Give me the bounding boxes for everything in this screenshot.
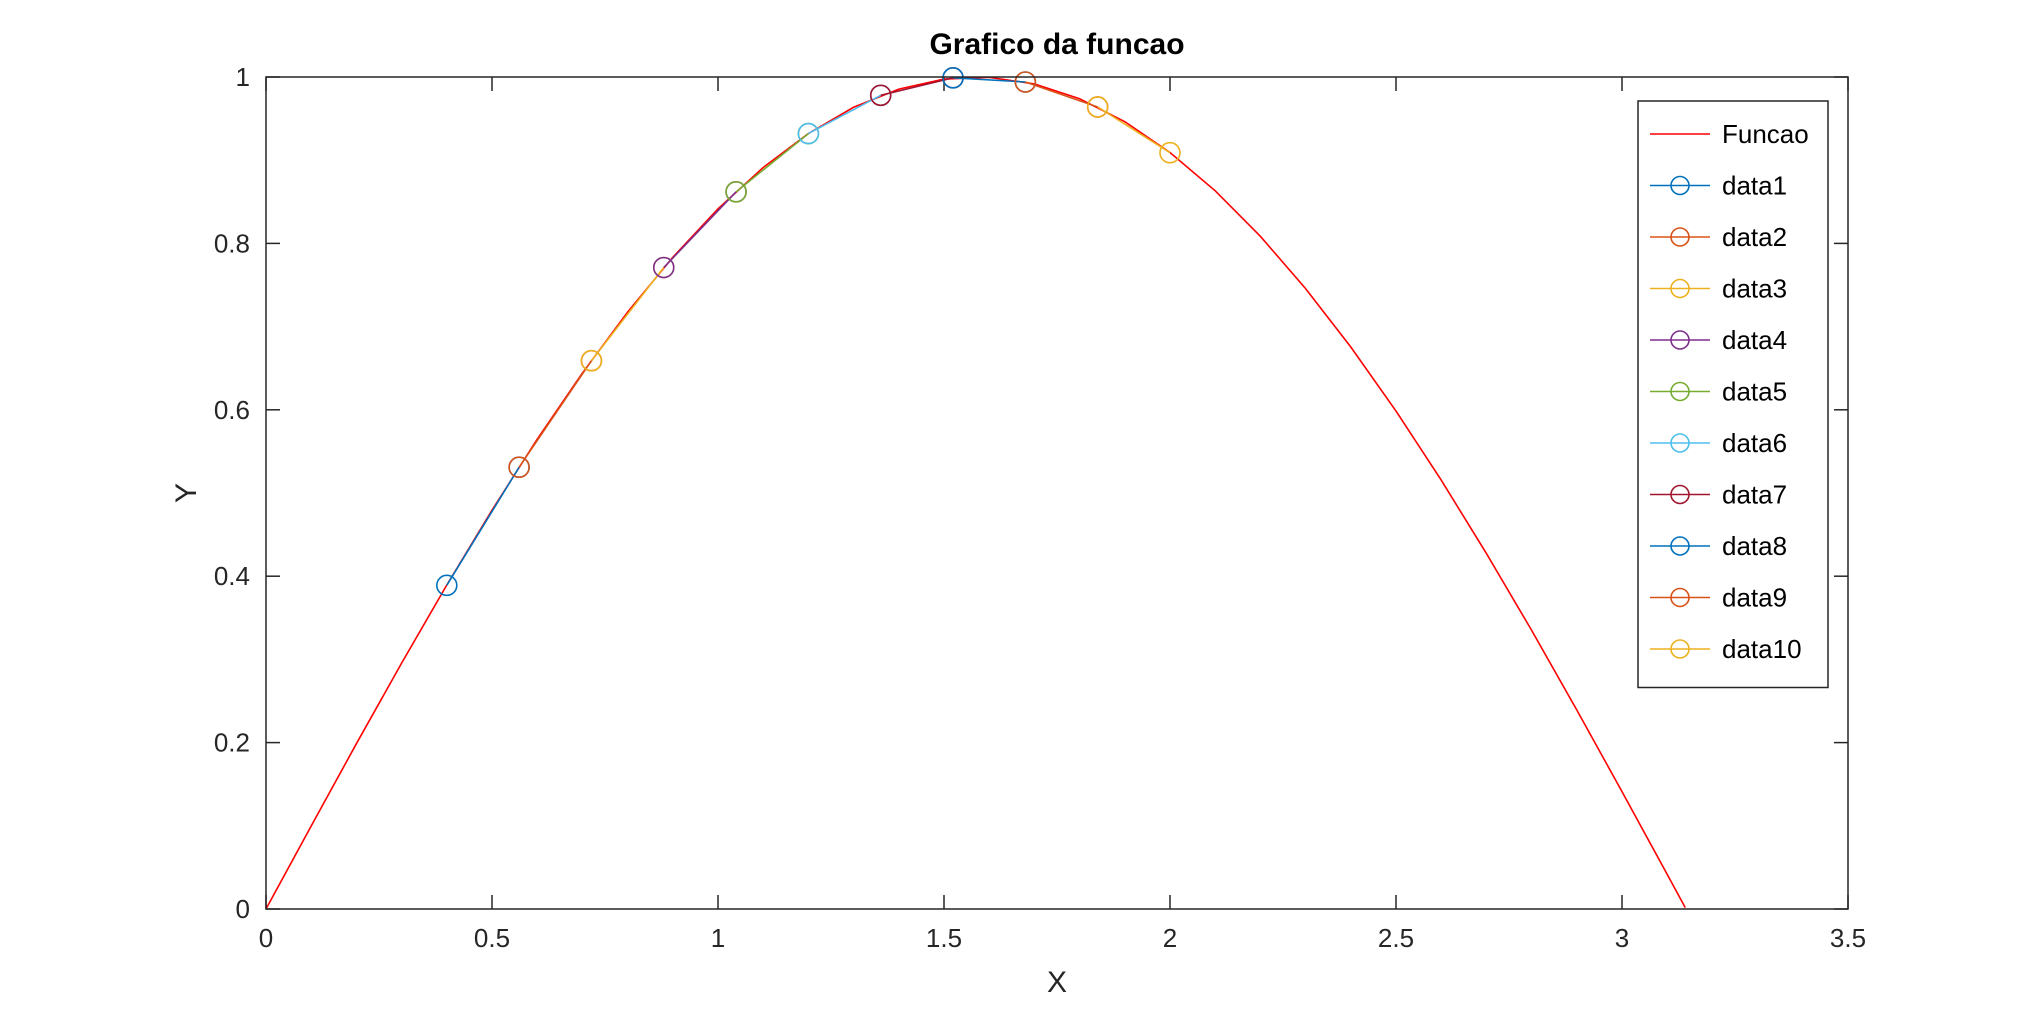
legend-label-data8: data8 [1722,531,1787,561]
series-line-data9 [1025,81,1098,108]
y-tick-label: 0.4 [214,561,250,591]
x-tick-label: 3 [1615,923,1629,953]
x-tick-label: 2 [1163,923,1177,953]
series-line-data7 [880,77,954,97]
legend-marker-data5 [1670,381,1690,402]
legend-marker-data8 [1670,536,1690,556]
plot-area [266,77,1848,909]
series-line-data1 [446,466,520,586]
data-point-data10 [1086,96,1109,118]
series-line-data6 [808,94,882,135]
legend-label-data5: data5 [1722,377,1787,407]
series-line-data10 [1097,106,1171,154]
x-tick-label: 2.5 [1378,923,1414,953]
axes-box [265,76,1849,910]
legend-label-data3: data3 [1722,274,1787,304]
y-tick-label: 0 [236,894,250,924]
data-point-data6 [797,122,820,145]
legend-marker-data4 [1670,330,1690,350]
y-tick-label: 0.6 [214,395,250,425]
series-line-data3 [590,267,665,362]
legend-marker-data6 [1670,433,1690,453]
y-tick-label: 0.8 [214,228,250,258]
y-tick-label: 0.2 [214,728,250,758]
x-tick-label: 1 [711,923,725,953]
x-tick-label: 1.5 [926,923,962,953]
legend-label-Funcao: Funcao [1722,119,1809,149]
data-point-data4 [652,256,675,279]
axis-ticks: 0 0.5 1 1.5 2 2.5 3 3.5 0 0.2 0.4 0.6 0.8 1 [214,62,1866,953]
data-point-data7 [869,84,892,107]
legend-label-data4: data4 [1722,325,1787,355]
x-axis-title: X [1047,966,1067,999]
y-tick-label: 1 [236,62,250,92]
data-point-data5 [725,181,747,203]
x-tick-label: 0 [259,923,273,953]
legend-label-data6: data6 [1722,428,1787,458]
data-point-data2 [508,456,530,479]
data-point-data1 [435,574,458,597]
data-point-data10 [1159,141,1181,164]
series-line-data8 [952,77,1026,83]
legend-label-data1: data1 [1722,171,1787,201]
y-axis-title: Y [170,483,203,503]
legend-marker-data1 [1670,175,1690,196]
legend-box [1637,100,1829,689]
series-line-data2 [518,360,593,468]
markers-group [435,67,1181,597]
x-tick-label: 3.5 [1830,923,1866,953]
series-line-data5 [735,132,809,193]
legend-marker-data7 [1670,484,1690,505]
data-point-data3 [580,349,603,372]
x-tick-label: 0.5 [474,923,510,953]
legend-marker-data3 [1670,278,1690,299]
legend-label-data10: data10 [1722,634,1802,664]
data-point-data9 [1014,71,1037,93]
legend-marker-data10 [1670,639,1690,659]
data-point-data8 [942,67,964,89]
legend-label-data7: data7 [1722,480,1787,510]
legend: Funcao data1 data2 data3 data4 data5 data6 data… [1637,100,1829,689]
legend-label-data2: data2 [1722,222,1787,252]
legend-marker-data2 [1670,227,1690,247]
chart-title: Grafico da funcao [929,28,1184,61]
series-line-data4 [663,191,737,269]
legend-marker-data9 [1670,587,1690,608]
legend-label-data9: data9 [1722,583,1787,613]
